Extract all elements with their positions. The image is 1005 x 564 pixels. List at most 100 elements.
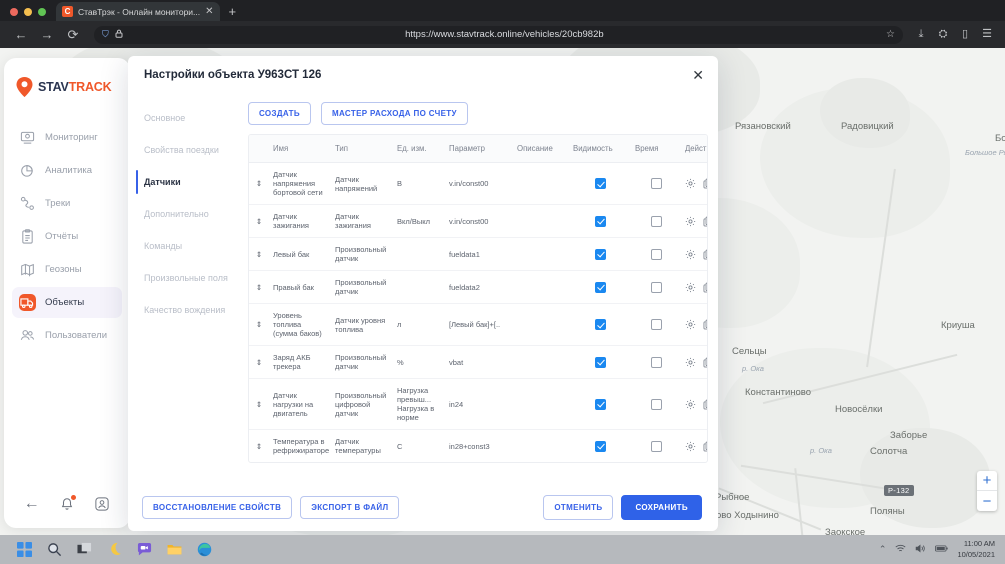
time-checkbox[interactable]: [650, 178, 662, 189]
time-checkbox[interactable]: [650, 281, 662, 293]
volume-icon[interactable]: [915, 543, 926, 556]
table-row[interactable]: ⇕ Заряд АКБ трекера Произвольный датчик% vb…: [249, 345, 707, 379]
drag-handle-icon[interactable]: ⇕: [249, 345, 269, 379]
modal-nav-item-5[interactable]: Произвольные поля: [144, 273, 228, 283]
visibility-checkbox[interactable]: [594, 215, 606, 227]
cell-time[interactable]: [631, 378, 681, 430]
export-to-file-button[interactable]: ЭКСПОРТ В ФАЙЛ: [300, 495, 400, 519]
minimize-window-button[interactable]: [24, 8, 32, 16]
copy-icon[interactable]: [703, 319, 707, 330]
sidebar-item-пользователи[interactable]: Пользователи: [12, 320, 122, 351]
copy-icon[interactable]: [703, 441, 707, 452]
modal-nav-item-4[interactable]: Команды: [144, 241, 183, 251]
save-button[interactable]: СОХРАНИТЬ: [621, 494, 702, 520]
copy-icon[interactable]: [703, 178, 707, 189]
modal-nav-item-3[interactable]: Дополнительно: [144, 209, 209, 219]
address-bar[interactable]: ⛉ https://www.stavtrack.online/vehicles/…: [94, 25, 903, 44]
drag-handle-icon[interactable]: ⇕: [249, 204, 269, 238]
cell-visibility[interactable]: [569, 162, 631, 205]
table-row[interactable]: ⇕ Датчик нагрузки на двигатель Произвольны…: [249, 378, 707, 430]
downloads-icon[interactable]: ⤓: [918, 28, 924, 40]
taskbar-clock[interactable]: 11:00 AM 10/05/2021: [957, 539, 995, 559]
time-checkbox[interactable]: [650, 248, 662, 260]
cell-visibility[interactable]: [569, 204, 631, 238]
edge-icon[interactable]: [196, 541, 213, 558]
visibility-checkbox[interactable]: [594, 248, 606, 260]
visibility-checkbox[interactable]: [594, 440, 606, 452]
time-checkbox[interactable]: [650, 319, 662, 330]
sidebar-item-геозоны[interactable]: Геозоны: [12, 254, 122, 285]
maximize-window-button[interactable]: [38, 8, 46, 16]
search-icon[interactable]: [46, 541, 63, 558]
sidebar-item-отчёты[interactable]: Отчёты: [12, 221, 122, 252]
sidebar-toggle-icon[interactable]: ▯: [961, 28, 969, 40]
cell-time[interactable]: [631, 430, 681, 463]
chat-icon[interactable]: [136, 541, 153, 558]
gear-icon[interactable]: [685, 282, 696, 293]
close-window-button[interactable]: [10, 8, 18, 16]
gear-icon[interactable]: [685, 399, 696, 410]
copy-icon[interactable]: [703, 282, 707, 293]
drag-handle-icon[interactable]: ⇕: [249, 237, 269, 271]
cell-visibility[interactable]: [569, 430, 631, 463]
copy-icon[interactable]: [703, 399, 707, 410]
cell-visibility[interactable]: [569, 303, 631, 346]
copy-icon[interactable]: [703, 216, 707, 227]
drag-handle-icon[interactable]: ⇕: [249, 303, 269, 346]
profile-button[interactable]: [92, 494, 112, 514]
browser-tab[interactable]: С СтавТрэк - Онлайн монитори... ✕: [56, 2, 220, 21]
start-icon[interactable]: [16, 541, 33, 558]
zoom-out-button[interactable]: −: [982, 492, 992, 510]
drag-handle-icon[interactable]: ⇕: [249, 378, 269, 430]
copy-icon[interactable]: [703, 357, 707, 368]
weather-icon[interactable]: [106, 541, 123, 558]
time-checkbox[interactable]: [650, 356, 662, 368]
forward-icon[interactable]: →: [40, 27, 54, 42]
sidebar-back-button[interactable]: ←: [23, 495, 40, 512]
table-row[interactable]: ⇕ Температура в рефрижираторе Датчик темпе…: [249, 430, 707, 463]
cell-visibility[interactable]: [569, 237, 631, 271]
sidebar-item-треки[interactable]: Треки: [12, 188, 122, 219]
drag-handle-icon[interactable]: ⇕: [249, 162, 269, 205]
restore-properties-button[interactable]: ВОССТАНОВЛЕНИЕ СВОЙСТВ: [142, 495, 293, 519]
visibility-checkbox[interactable]: [594, 281, 606, 293]
gear-icon[interactable]: [685, 178, 696, 189]
notifications-button[interactable]: [57, 494, 77, 514]
window-controls[interactable]: [0, 8, 56, 21]
visibility-checkbox[interactable]: [594, 356, 606, 368]
extensions-icon[interactable]: ⛭: [938, 28, 948, 40]
taskview-icon[interactable]: [76, 541, 93, 558]
cell-time[interactable]: [631, 204, 681, 238]
sidebar-item-объекты[interactable]: Объекты: [12, 287, 122, 318]
table-row[interactable]: ⇕ Уровень топлива (сумма баков) Датчик уро…: [249, 303, 707, 346]
modal-nav-item-2[interactable]: Датчики: [136, 166, 240, 198]
modal-nav-item-6[interactable]: Качество вождения: [144, 305, 226, 315]
back-icon[interactable]: ←: [14, 27, 28, 42]
map-zoom-control[interactable]: + −: [977, 471, 997, 511]
menu-icon[interactable]: ☰: [982, 28, 992, 40]
zoom-in-button[interactable]: +: [977, 471, 997, 491]
sidebar-item-мониторинг[interactable]: Мониторинг: [12, 122, 122, 153]
tab-close-icon[interactable]: ✕: [205, 5, 214, 17]
visibility-checkbox[interactable]: [594, 398, 606, 410]
modal-nav-item-0[interactable]: Основное: [144, 113, 186, 123]
gear-icon[interactable]: [685, 319, 696, 330]
cell-visibility[interactable]: [569, 270, 631, 304]
gear-icon[interactable]: [685, 216, 696, 227]
drag-handle-icon[interactable]: ⇕: [249, 270, 269, 304]
cell-time[interactable]: [631, 270, 681, 304]
bookmark-star-icon[interactable]: ☆: [886, 29, 895, 40]
cell-time[interactable]: [631, 303, 681, 346]
cell-time[interactable]: [631, 345, 681, 379]
create-sensor-button[interactable]: СОЗДАТЬ: [248, 102, 311, 125]
cell-time[interactable]: [631, 237, 681, 271]
chevron-up-icon[interactable]: ⌃: [878, 544, 887, 554]
time-checkbox[interactable]: [650, 440, 662, 452]
modal-nav-item-1[interactable]: Свойства поездки: [144, 145, 219, 155]
table-row[interactable]: ⇕ Датчик зажигания Датчик зажигания Вкл/Вык…: [249, 204, 707, 238]
explorer-icon[interactable]: [166, 541, 183, 558]
cell-time[interactable]: [631, 162, 681, 205]
cell-visibility[interactable]: [569, 345, 631, 379]
copy-icon[interactable]: [703, 249, 707, 260]
